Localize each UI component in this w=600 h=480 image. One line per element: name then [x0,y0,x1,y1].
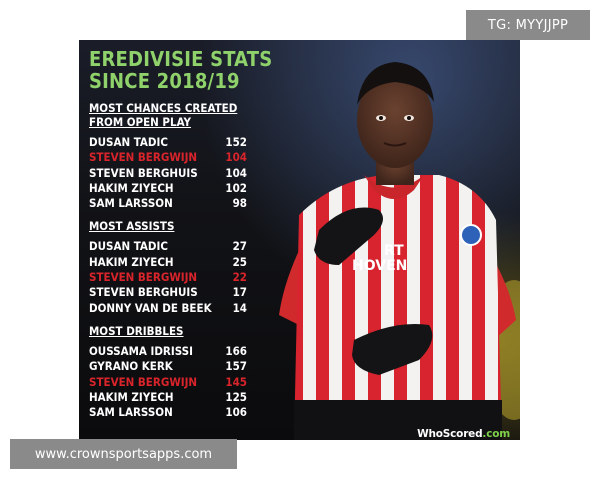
stat-row: SAM LARSSON 98 [89,196,247,211]
player-name: GYRANO KERK [89,359,173,374]
section-dribbles: MOST DRIBBLES OUSSAMA IDRISSI 166 GYRANO … [89,324,259,420]
title-line-1: EREDIVISIE STATS [89,47,273,71]
player-photo: RT HOVEN [279,62,520,440]
section-heading-line-2: FROM OPEN PLAY [89,115,192,129]
player-name: SAM LARSSON [89,196,173,211]
stat-value: 102 [225,180,247,195]
stat-row-highlighted: STEVEN BERGWIJN 104 [89,150,247,165]
stat-value: 17 [232,285,247,300]
right-glove-icon [352,324,433,375]
stat-value: 98 [232,196,247,211]
stat-value: 25 [232,254,247,269]
player-name: DONNY VAN DE BEEK [89,300,212,315]
section-heading: MOST CHANCES CREATED FROM OPEN PLAY [89,101,259,129]
section-heading-line-1: MOST CHANCES CREATED [89,101,238,115]
player-name: HAKIM ZIYECH [89,180,174,195]
tg-watermark-badge: TG: MYYJJPP [466,10,590,40]
player-name: STEVEN BERGHUIS [89,165,198,180]
stat-value: 145 [225,374,247,389]
jersey-sponsor-line2: HOVEN [352,258,407,274]
stats-poster: RT HOVEN EREDIVISIE STATS SINCE 2018/19 … [79,40,520,440]
jersey-sponsor-line1: RT [384,243,404,259]
stat-row: HAKIM ZIYECH 25 [89,255,247,270]
stat-value: 166 [225,343,247,358]
stat-row: SAM LARSSON 106 [89,405,247,420]
stat-row-highlighted: STEVEN BERGWIJN 22 [89,270,247,285]
stat-value: 104 [225,165,247,180]
stat-value: 157 [225,359,247,374]
whoscored-logo: WhoScored.com [417,428,510,440]
stat-value: 125 [225,389,247,404]
stat-row: OUSSAMA IDRISSI 166 [89,344,247,359]
stat-row: GYRANO KERK 157 [89,359,247,374]
stat-value: 22 [232,270,247,285]
stat-row: DUSAN TADIC 152 [89,135,247,150]
player-name: DUSAN TADIC [89,239,168,254]
stat-value: 27 [232,239,247,254]
stat-value: 104 [225,150,247,165]
player-name: HAKIM ZIYECH [89,254,174,269]
player-name: DUSAN TADIC [89,135,168,149]
stat-value: 152 [225,135,247,149]
title-line-2: SINCE 2018/19 [89,69,240,93]
stat-row-highlighted: STEVEN BERGWIJN 145 [89,375,247,390]
section-heading-line-1: MOST DRIBBLES [89,323,184,338]
stat-row: DUSAN TADIC 27 [89,239,247,254]
stats-panel: EREDIVISIE STATS SINCE 2018/19 MOST CHAN… [89,47,273,420]
stat-row: HAKIM ZIYECH 125 [89,390,247,405]
left-glove-icon [314,207,383,265]
site-url-banner: www.crownsportsapps.com [10,439,237,469]
section-assists: MOST ASSISTS DUSAN TADIC 27 HAKIM ZIYECH 2… [89,219,259,315]
club-badge-icon [460,224,482,246]
stat-row: DONNY VAN DE BEEK 14 [89,301,247,316]
section-heading: MOST ASSISTS [89,219,259,233]
section-heading: MOST DRIBBLES [89,324,259,338]
player-name: STEVEN BERGWIJN [89,270,198,285]
stat-value: 106 [225,405,247,420]
player-name: STEVEN BERGWIJN [89,150,198,165]
stat-row: STEVEN BERGHUIS 17 [89,285,247,300]
player-name: HAKIM ZIYECH [89,389,174,404]
player-name: SAM LARSSON [89,405,173,420]
stat-row: STEVEN BERGHUIS 104 [89,166,247,181]
logo-text: WhoScored [417,428,483,440]
player-name: OUSSAMA IDRISSI [89,343,193,358]
stat-row: HAKIM ZIYECH 102 [89,181,247,196]
player-name: STEVEN BERGWIJN [89,374,198,389]
poster-title: EREDIVISIE STATS SINCE 2018/19 [89,47,273,93]
section-heading-line-1: MOST ASSISTS [89,219,175,234]
logo-suffix: .com [482,428,510,440]
section-chances-created: MOST CHANCES CREATED FROM OPEN PLAY DUSA… [89,101,259,211]
player-name: STEVEN BERGHUIS [89,285,198,300]
stat-value: 14 [232,300,247,315]
